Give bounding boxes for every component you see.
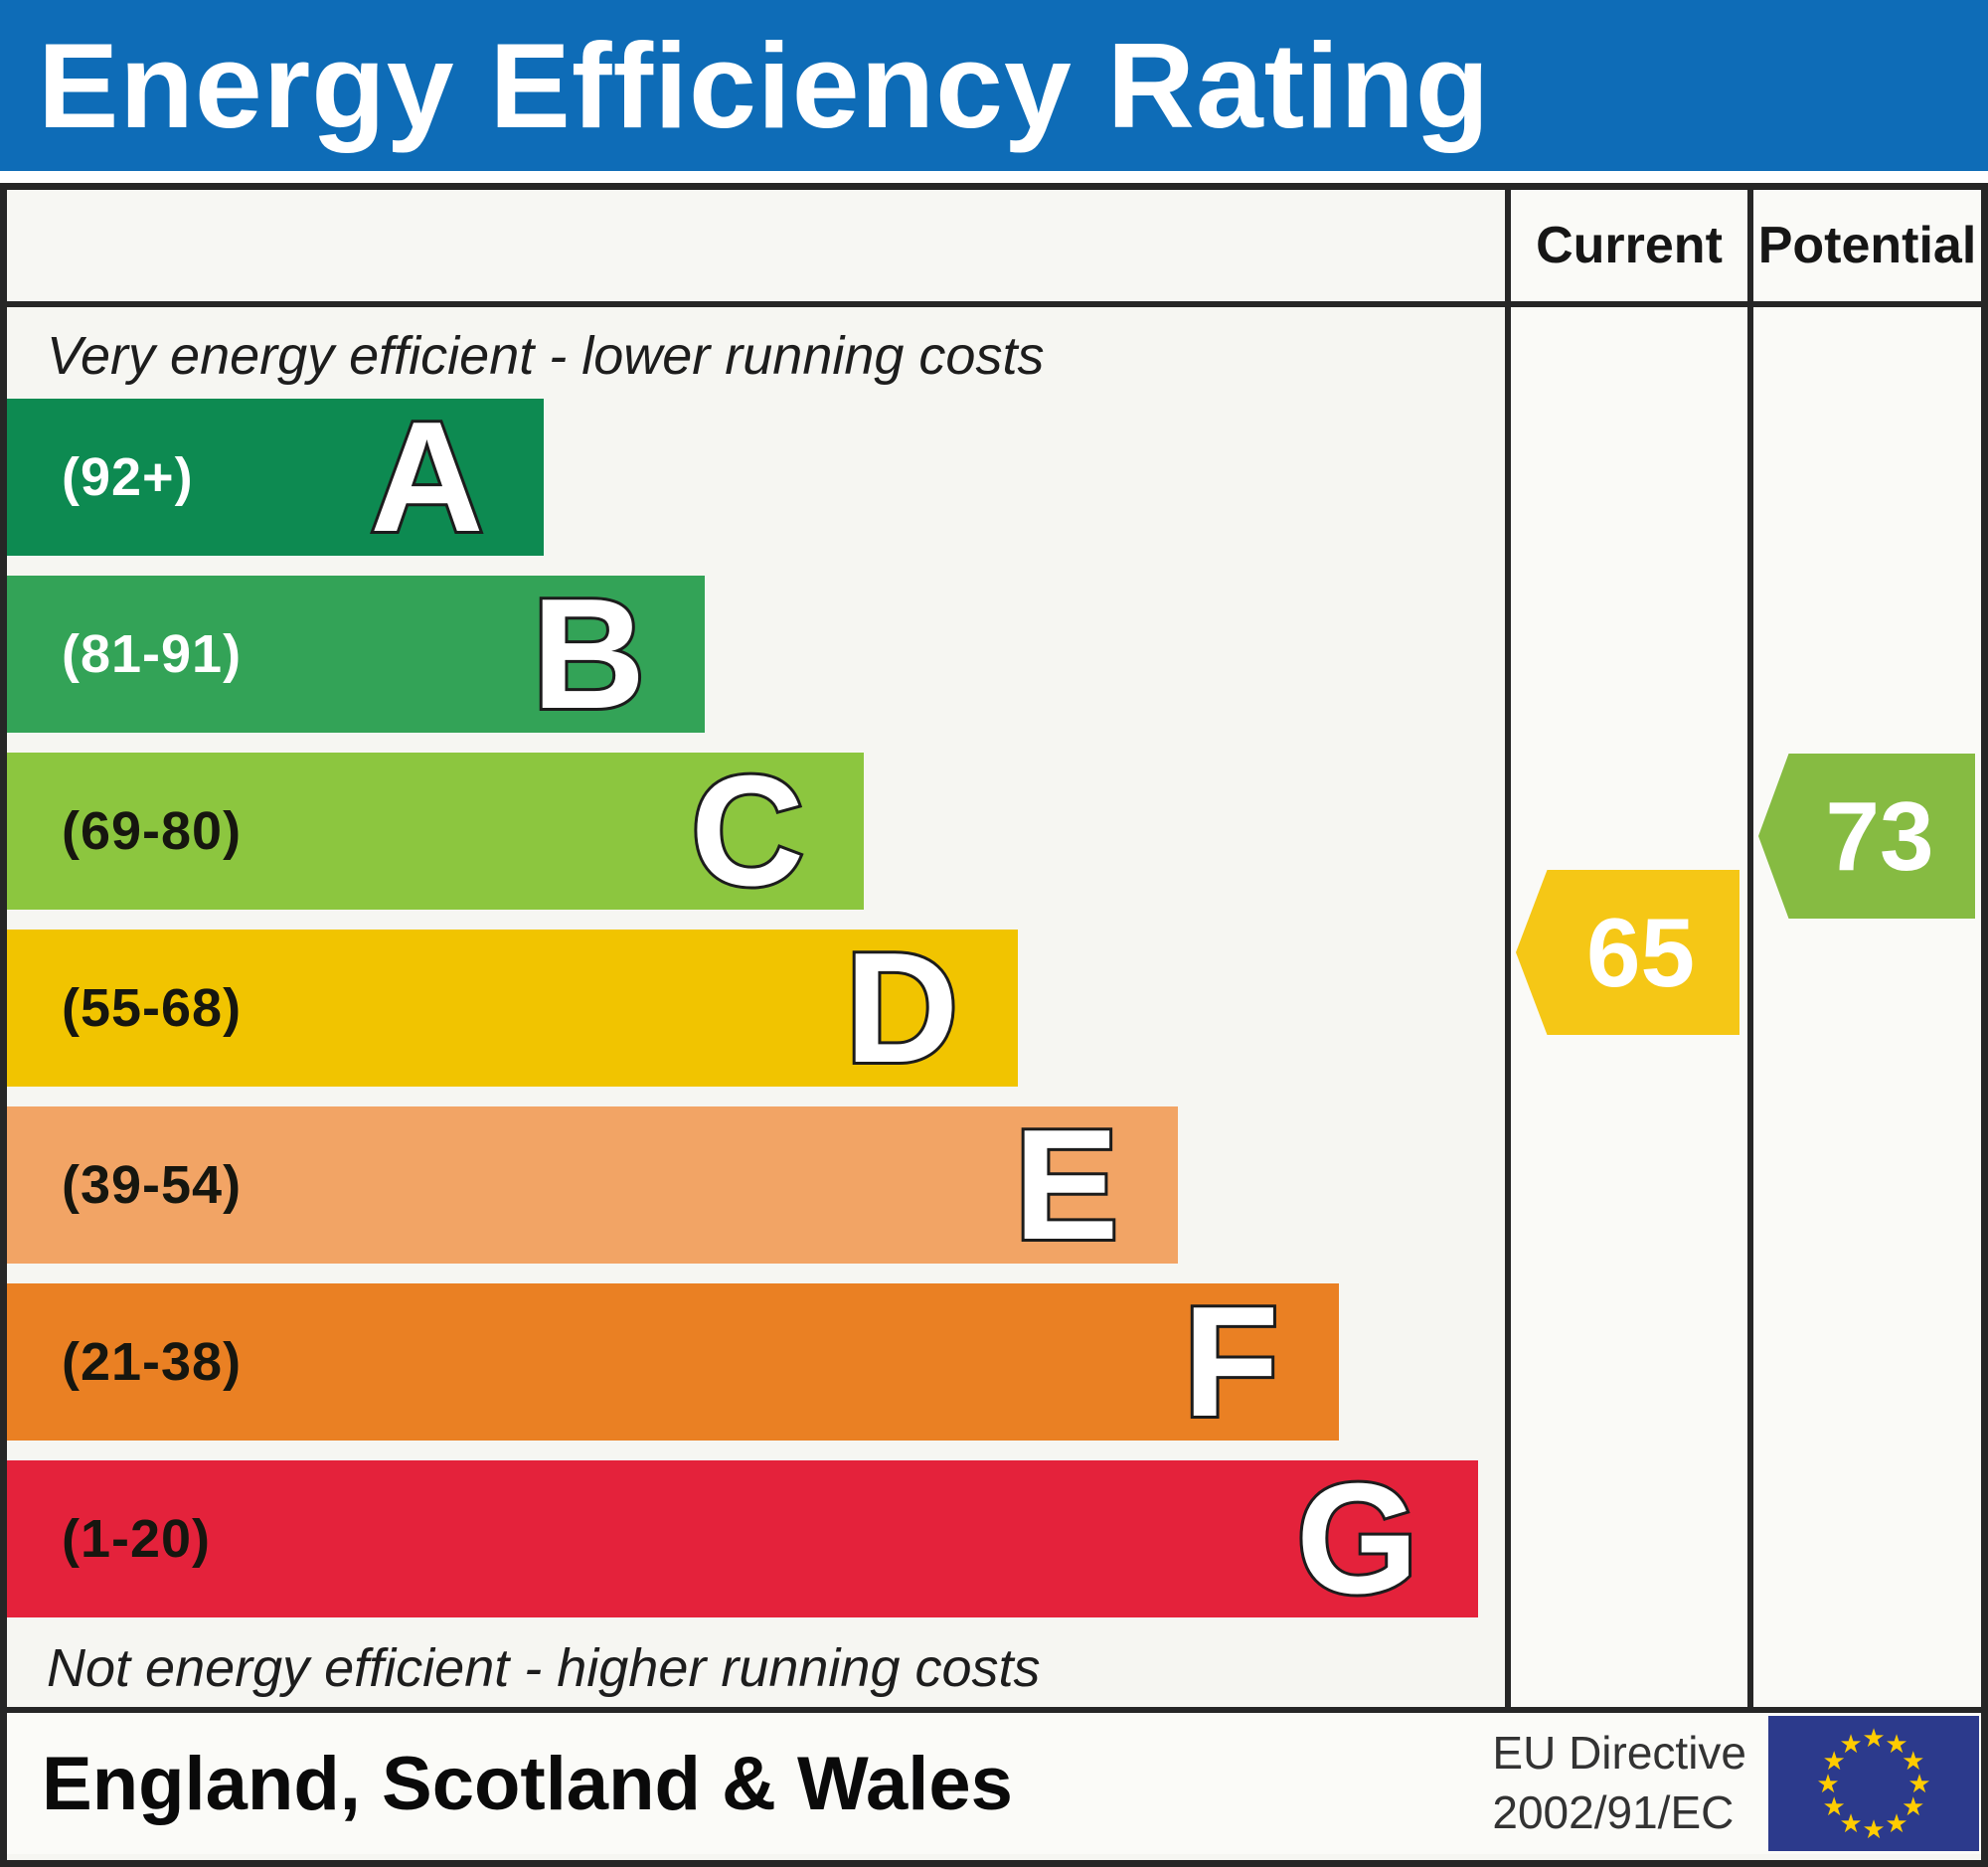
chart-body: Very energy efficient - lower running co… bbox=[7, 307, 1981, 1707]
band-bar-a: (92+) A bbox=[7, 390, 544, 565]
band-row-d: (55-68) D bbox=[7, 922, 1505, 1099]
potential-rating-arrow: 73 bbox=[1758, 754, 1975, 919]
column-header-row: Current Potential bbox=[7, 190, 1981, 307]
potential-column-header: Potential bbox=[1747, 190, 1981, 301]
band-bar-c: (69-80) C bbox=[7, 744, 864, 919]
potential-value-column: 73 bbox=[1747, 307, 1981, 1707]
footer: England, Scotland & Wales EU Directive 2… bbox=[7, 1707, 1981, 1854]
band-bar-f: (21-38) F bbox=[7, 1274, 1339, 1449]
eu-flag-icon: ★ ★ ★ ★ ★ ★ ★ ★ ★ ★ ★ ★ bbox=[1768, 1716, 1979, 1851]
band-row-g: (1-20) G bbox=[7, 1452, 1505, 1629]
band-bar-e: (39-54) E bbox=[7, 1098, 1179, 1273]
band-letter-e: E bbox=[1011, 1098, 1121, 1273]
band-letter-b: B bbox=[529, 567, 648, 742]
band-letter-f: F bbox=[1180, 1274, 1281, 1449]
page-title: Energy Efficiency Rating bbox=[38, 18, 1491, 153]
band-bar-d: (55-68) D bbox=[7, 921, 1019, 1096]
band-range-a: (92+) bbox=[62, 447, 194, 507]
eu-directive-line1: EU Directive bbox=[1492, 1727, 1746, 1780]
energy-rating-chart: Current Potential Very energy efficient … bbox=[0, 183, 1988, 1867]
potential-rating-value: 73 bbox=[1825, 781, 1934, 891]
title-bar: Energy Efficiency Rating bbox=[0, 0, 1988, 171]
current-column-header: Current bbox=[1505, 190, 1747, 301]
band-range-b: (81-91) bbox=[62, 624, 243, 684]
bands-column: Very energy efficient - lower running co… bbox=[7, 307, 1505, 1707]
region-label: England, Scotland & Wales bbox=[42, 1741, 1013, 1826]
band-range-d: (55-68) bbox=[62, 978, 243, 1038]
band-range-c: (69-80) bbox=[62, 801, 243, 861]
band-range-f: (21-38) bbox=[62, 1332, 243, 1392]
band-range-g: (1-20) bbox=[62, 1509, 212, 1569]
band-row-f: (21-38) F bbox=[7, 1275, 1505, 1452]
header-spacer bbox=[7, 190, 1505, 301]
band-letter-c: C bbox=[688, 744, 807, 919]
band-row-c: (69-80) C bbox=[7, 745, 1505, 922]
current-rating-value: 65 bbox=[1585, 898, 1695, 1007]
band-row-b: (81-91) B bbox=[7, 568, 1505, 745]
current-value-column: 65 bbox=[1505, 307, 1747, 1707]
band-letter-g: G bbox=[1293, 1451, 1421, 1626]
band-letter-d: D bbox=[842, 921, 961, 1096]
band-letter-a: A bbox=[367, 390, 486, 565]
caption-not-efficient: Not energy efficient - higher running co… bbox=[47, 1638, 1041, 1698]
caption-very-efficient: Very energy efficient - lower running co… bbox=[47, 326, 1045, 386]
current-rating-arrow: 65 bbox=[1516, 870, 1740, 1035]
band-range-e: (39-54) bbox=[62, 1155, 243, 1215]
band-row-e: (39-54) E bbox=[7, 1099, 1505, 1275]
band-bar-g: (1-20) G bbox=[7, 1451, 1478, 1626]
band-bar-b: (81-91) B bbox=[7, 567, 706, 742]
eu-directive-label: EU Directive 2002/91/EC bbox=[1492, 1724, 1746, 1843]
band-row-a: (92+) A bbox=[7, 391, 1505, 568]
eu-directive-line2: 2002/91/EC bbox=[1492, 1786, 1735, 1838]
